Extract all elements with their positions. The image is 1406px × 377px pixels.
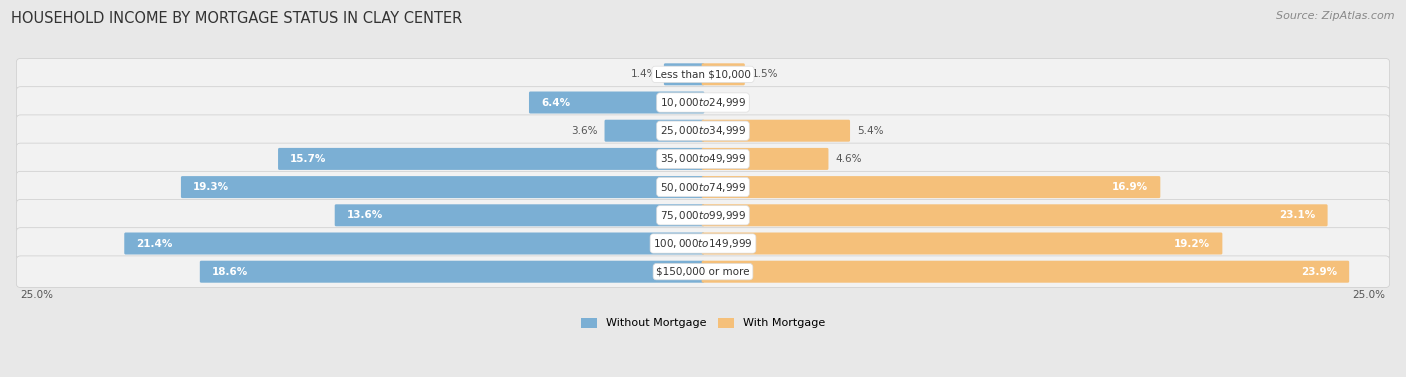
FancyBboxPatch shape: [17, 199, 1389, 231]
FancyBboxPatch shape: [702, 233, 1222, 254]
Text: HOUSEHOLD INCOME BY MORTGAGE STATUS IN CLAY CENTER: HOUSEHOLD INCOME BY MORTGAGE STATUS IN C…: [11, 11, 463, 26]
FancyBboxPatch shape: [664, 63, 704, 85]
Text: $10,000 to $24,999: $10,000 to $24,999: [659, 96, 747, 109]
Text: $50,000 to $74,999: $50,000 to $74,999: [659, 181, 747, 194]
Text: 3.6%: 3.6%: [571, 126, 598, 136]
Text: 13.6%: 13.6%: [347, 210, 382, 220]
FancyBboxPatch shape: [702, 261, 1350, 283]
Text: 21.4%: 21.4%: [136, 239, 173, 248]
Text: 23.9%: 23.9%: [1301, 267, 1337, 277]
Text: $25,000 to $34,999: $25,000 to $34,999: [659, 124, 747, 137]
Text: 19.3%: 19.3%: [193, 182, 229, 192]
FancyBboxPatch shape: [124, 233, 704, 254]
Text: $75,000 to $99,999: $75,000 to $99,999: [659, 209, 747, 222]
Text: 4.6%: 4.6%: [835, 154, 862, 164]
Text: $35,000 to $49,999: $35,000 to $49,999: [659, 152, 747, 166]
Text: 23.1%: 23.1%: [1279, 210, 1316, 220]
Text: 19.2%: 19.2%: [1174, 239, 1211, 248]
FancyBboxPatch shape: [181, 176, 704, 198]
Text: 16.9%: 16.9%: [1112, 182, 1149, 192]
Text: 25.0%: 25.0%: [1353, 290, 1385, 300]
Legend: Without Mortgage, With Mortgage: Without Mortgage, With Mortgage: [576, 313, 830, 333]
Text: $150,000 or more: $150,000 or more: [657, 267, 749, 277]
FancyBboxPatch shape: [17, 143, 1389, 175]
FancyBboxPatch shape: [702, 148, 828, 170]
Text: Source: ZipAtlas.com: Source: ZipAtlas.com: [1277, 11, 1395, 21]
Text: 6.4%: 6.4%: [541, 98, 571, 107]
FancyBboxPatch shape: [200, 261, 704, 283]
Text: 1.4%: 1.4%: [631, 69, 657, 79]
Text: Less than $10,000: Less than $10,000: [655, 69, 751, 79]
Text: 1.5%: 1.5%: [752, 69, 778, 79]
FancyBboxPatch shape: [702, 176, 1160, 198]
FancyBboxPatch shape: [702, 204, 1327, 226]
Text: 15.7%: 15.7%: [290, 154, 326, 164]
Text: 25.0%: 25.0%: [21, 290, 53, 300]
FancyBboxPatch shape: [17, 87, 1389, 118]
Text: 18.6%: 18.6%: [212, 267, 249, 277]
FancyBboxPatch shape: [17, 256, 1389, 288]
FancyBboxPatch shape: [335, 204, 704, 226]
Text: $100,000 to $149,999: $100,000 to $149,999: [654, 237, 752, 250]
FancyBboxPatch shape: [17, 228, 1389, 259]
FancyBboxPatch shape: [702, 120, 851, 142]
FancyBboxPatch shape: [17, 171, 1389, 203]
FancyBboxPatch shape: [529, 92, 704, 113]
FancyBboxPatch shape: [605, 120, 704, 142]
FancyBboxPatch shape: [278, 148, 704, 170]
Text: 5.4%: 5.4%: [856, 126, 883, 136]
Text: 0.0%: 0.0%: [711, 98, 737, 107]
FancyBboxPatch shape: [17, 115, 1389, 147]
FancyBboxPatch shape: [17, 58, 1389, 90]
FancyBboxPatch shape: [702, 63, 745, 85]
